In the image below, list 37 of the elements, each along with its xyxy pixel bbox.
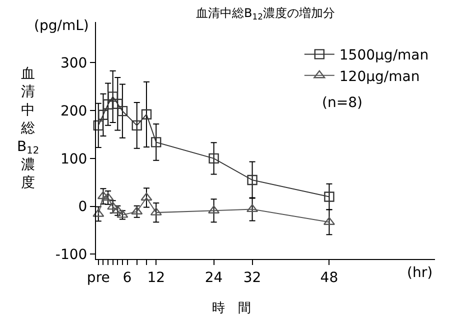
point [102,192,114,201]
point [140,192,152,201]
chart-title: 血清中総B$_{12}$濃度の増加分 [196,6,335,22]
x-axis-title: 時 間 [212,301,251,316]
point [108,92,118,102]
annotation: (n=8) [322,95,362,111]
point [324,192,334,202]
legend-label: 1500μg/man [339,48,429,64]
text: (pg/mL) [34,18,89,34]
y-tick-label: 0 [78,199,88,216]
x-tick-label: 6 [122,270,132,286]
y-tick-label: 200 [60,103,88,120]
point [247,174,258,186]
point [117,106,128,116]
point [93,120,104,131]
point [116,210,128,218]
x-tick-label: 24 [204,270,223,286]
y-axis-title: 血清中総B$_{12}$濃度 [17,66,40,192]
text: (hr) [407,265,433,281]
x-tick-label: pre [86,270,110,286]
point [112,98,123,109]
point [208,153,219,164]
point [150,207,162,216]
point [98,110,108,120]
y-tick-label: 100 [60,151,88,168]
point [132,120,142,131]
y-tick-label: 300 [60,56,88,72]
point [92,208,104,217]
y-tick-label: -100 [55,247,88,264]
point [102,99,114,110]
point [141,109,152,120]
point [107,202,119,210]
point [151,137,162,148]
legend-label: 120μg/man [339,68,420,85]
x-tick-label: 48 [320,270,338,286]
x-tick-label: 32 [243,270,262,286]
x-tick-label: 12 [147,270,166,286]
